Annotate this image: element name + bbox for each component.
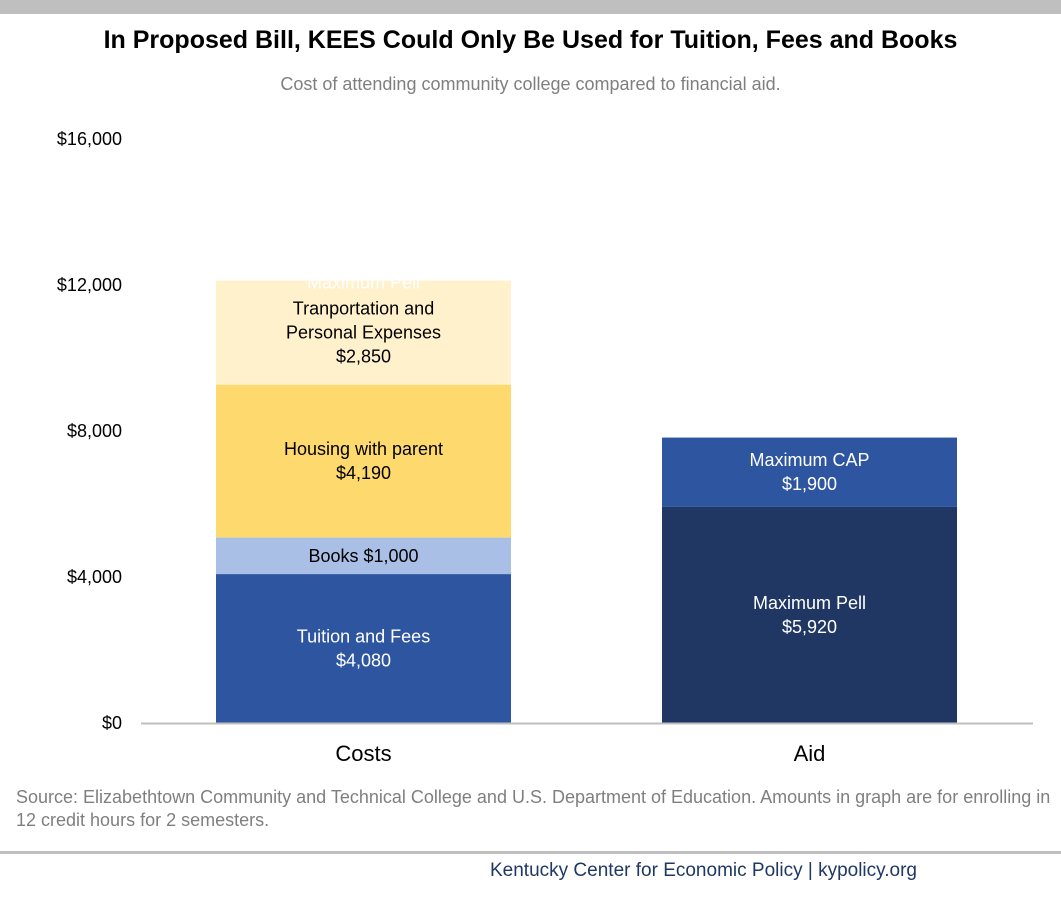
bar-segment xyxy=(216,574,511,723)
data-label: $2,850 xyxy=(336,347,391,367)
data-label: Maximum CAP xyxy=(749,450,869,470)
footer-credit: Kentucky Center for Economic Policy | ky… xyxy=(490,860,917,881)
data-label: Personal Expenses xyxy=(286,323,441,343)
top-divider xyxy=(0,0,1061,14)
data-label: Maximum Pell xyxy=(753,593,866,613)
bottom-divider xyxy=(0,851,1061,854)
x-category-label: Costs xyxy=(335,741,391,766)
y-tick-label: $0 xyxy=(102,713,122,733)
y-tick-label: $12,000 xyxy=(57,275,122,295)
source-note: Source: Elizabethtown Community and Tech… xyxy=(16,787,1051,830)
data-label: Books $1,000 xyxy=(308,546,418,566)
data-label: Housing with parent xyxy=(284,439,443,459)
chart-subtitle: Cost of attending community college comp… xyxy=(280,74,781,94)
y-tick-label: $4,000 xyxy=(67,567,122,587)
bar-segment xyxy=(662,506,957,723)
data-label: $4,190 xyxy=(336,463,391,483)
data-label: $4,080 xyxy=(336,651,391,671)
data-label: Tranportation and xyxy=(293,299,434,319)
bar-segment xyxy=(662,437,957,507)
chart-title: In Proposed Bill, KEES Could Only Be Use… xyxy=(103,26,958,54)
y-tick-label: $8,000 xyxy=(67,421,122,441)
x-category-label: Aid xyxy=(794,741,826,766)
data-label: Tuition and Fees xyxy=(297,627,430,647)
bar-segment xyxy=(216,384,511,538)
data-label: $5,920 xyxy=(782,617,837,637)
y-tick-label: $16,000 xyxy=(57,129,122,149)
overflow-label: Maximum Pell xyxy=(307,273,420,293)
data-label: $1,900 xyxy=(782,474,837,494)
bar-segment xyxy=(216,537,511,575)
stacked-bar-chart: $0 $4,000 $8,000 $12,000 $16,000 Tuition and … xyxy=(57,129,1033,766)
bar-segment xyxy=(216,280,511,385)
